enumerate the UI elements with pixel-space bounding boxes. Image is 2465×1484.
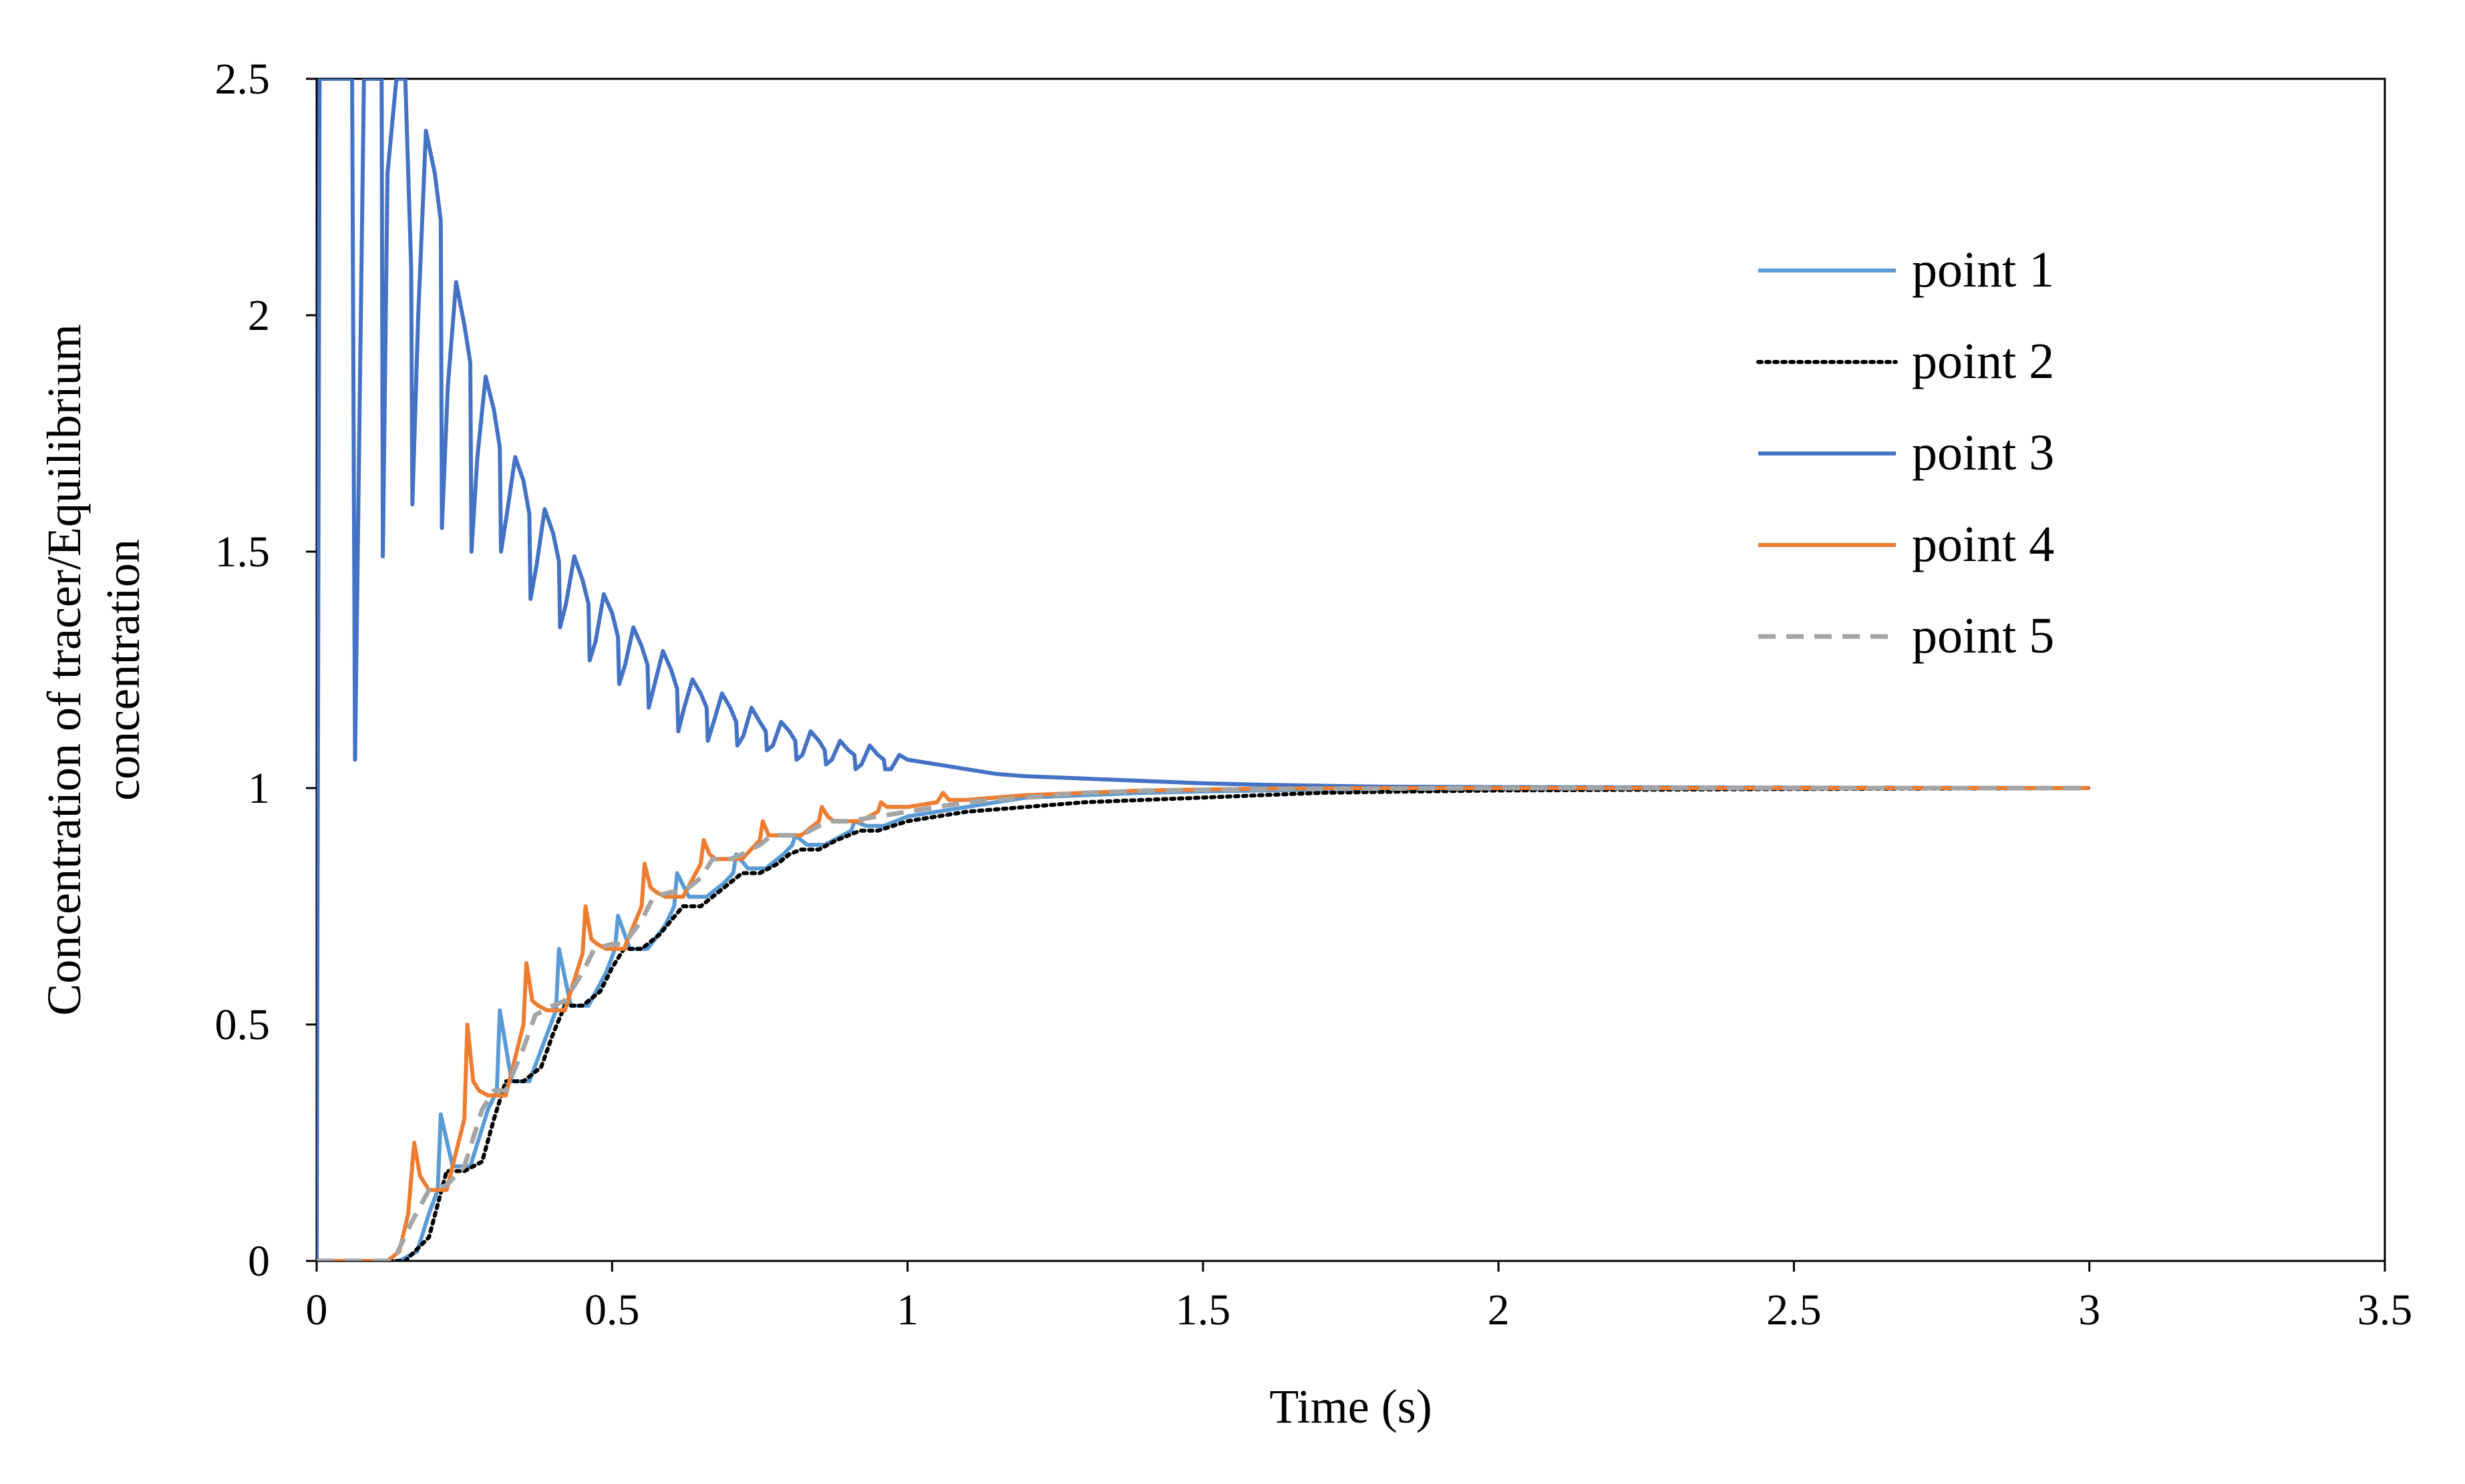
legend-label: point 2 [1912,333,2054,389]
x-tick-label: 1.5 [1176,1286,1231,1334]
series-line-point-2 [317,786,2092,1261]
series-line-point-4 [317,786,2090,1261]
y-axis-title-line-1: Concentration of tracer/Equilibrium [37,324,91,1016]
x-axis-ticks: 0 0.5 1 1.5 2 2.5 3 3.5 [306,1261,2413,1334]
y-tick-label: 1 [248,764,270,813]
y-axis-title-line-2: concentration [96,539,150,801]
x-tick-label: 1 [896,1286,919,1334]
y-tick-label: 0 [248,1237,270,1286]
x-tick-label: 0 [306,1286,328,1334]
plot-area-frame [315,77,2386,1262]
legend-label: point 5 [1912,608,2054,664]
y-tick-label: 2.5 [215,55,271,104]
y-axis-title: Concentration of tracer/Equilibrium conc… [37,324,150,1016]
series-line-point-1 [317,786,2090,1261]
series-line-point-3 [317,79,2090,1261]
y-axis-ticks: 0 0.5 1 1.5 2 2.5 [215,55,317,1286]
legend-label: point 1 [1912,242,2054,298]
x-axis-title: Time (s) [1269,1380,1432,1433]
y-tick-label: 1.5 [215,528,271,576]
legend-label: point 4 [1912,516,2054,572]
x-tick-label: 3 [2078,1286,2100,1334]
x-tick-label: 2.5 [1766,1286,1822,1334]
x-tick-label: 0.5 [585,1286,640,1334]
series-line-point-5 [317,785,2090,1261]
legend-label: point 3 [1912,425,2054,481]
x-tick-label: 3.5 [2357,1286,2413,1334]
legend: point 1 point 2 point 3 point 4 point 5 [1756,242,2054,664]
y-tick-label: 2 [248,291,270,340]
y-tick-label: 0.5 [215,1000,271,1049]
x-tick-label: 2 [1488,1286,1510,1334]
series-layer [317,79,2092,1261]
